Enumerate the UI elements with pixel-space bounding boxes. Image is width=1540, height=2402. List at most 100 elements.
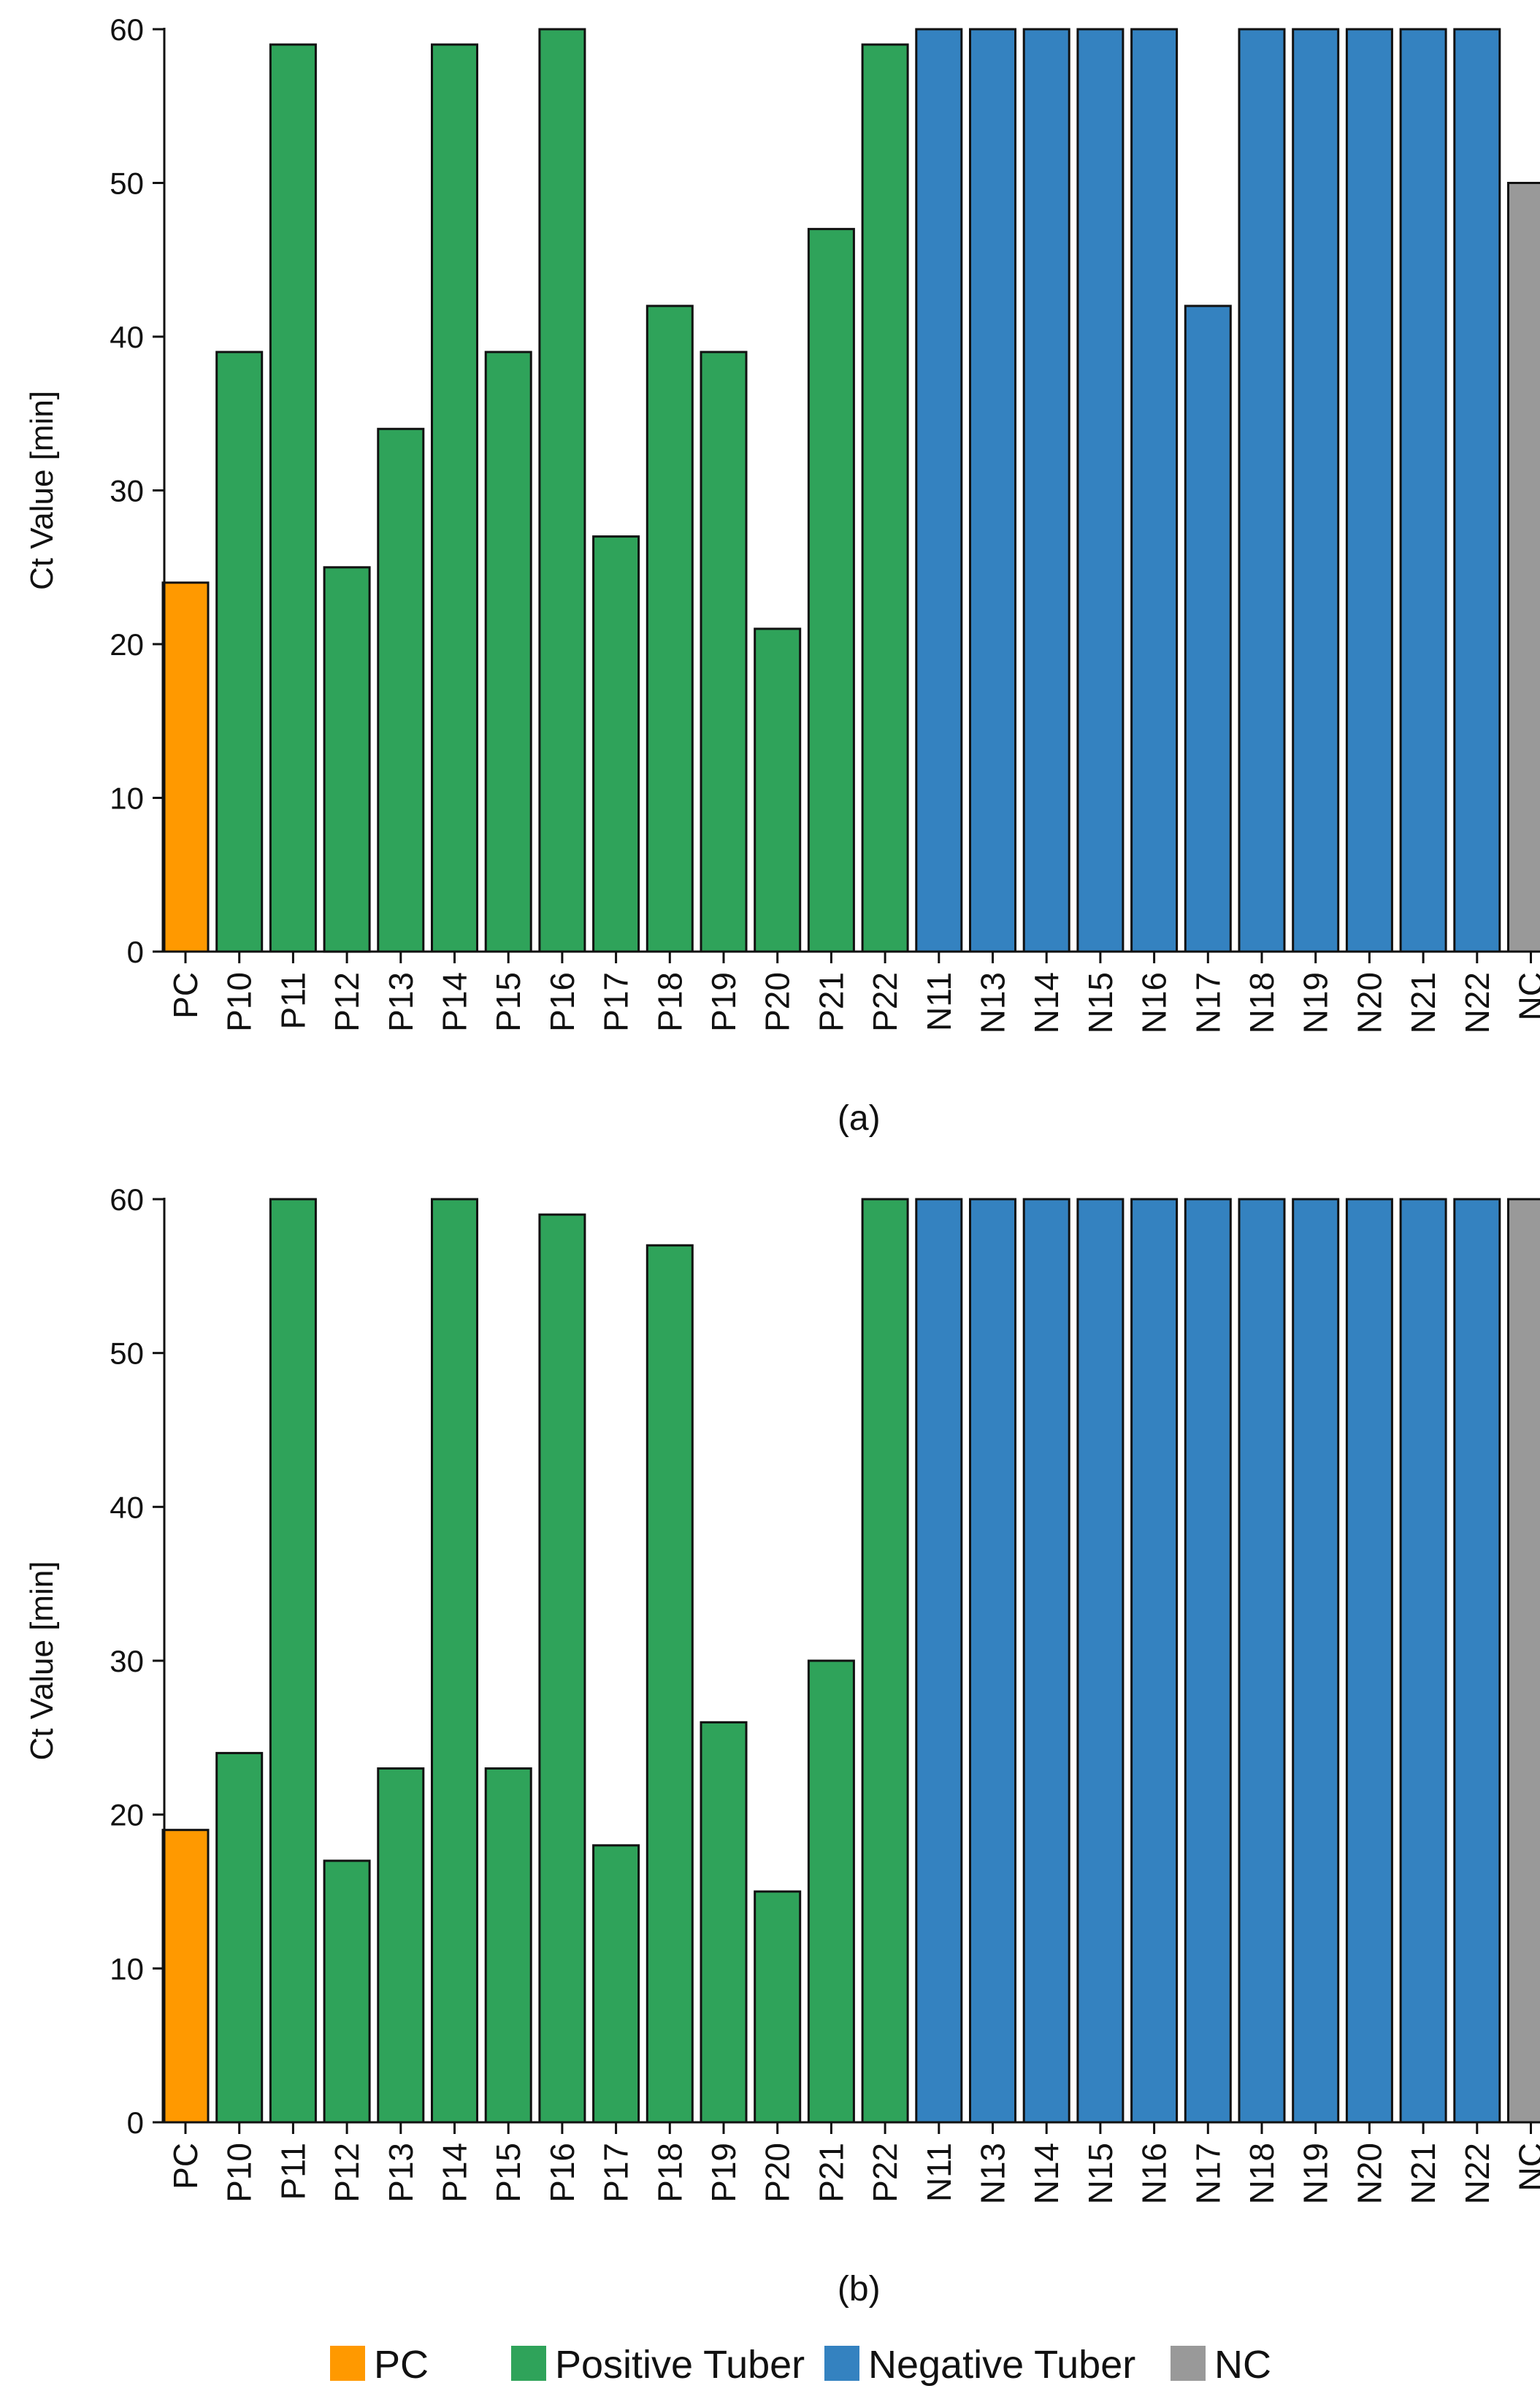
panel-b-bar-p11 [269,1198,317,2124]
panel-b-bar-n20 [1345,1198,1393,2124]
panel-a-bar-n18 [1238,28,1286,953]
panel-b-bar-p15 [484,1767,532,2124]
panel-a-x-tick-label-p19: P19 [705,972,743,1032]
panel-a-x-tick-label-n17: N17 [1189,972,1227,1033]
panel-b-bar-n19 [1292,1198,1340,2124]
panel-b-bar-n17 [1184,1198,1232,2124]
panel-b-bar-n16 [1130,1198,1179,2124]
panel-a-x-tick-label-p16: P16 [543,972,581,1032]
legend-label-nc: NC [1214,2343,1271,2387]
panel-a-bar-pc [161,581,210,953]
panel-a-x-tick-label-n15: N15 [1081,972,1119,1033]
legend-label-pc: PC [374,2343,429,2387]
panel-a-x-tick-label-p14: P14 [436,972,474,1032]
legend-label-negative-tuber: Negative Tuber [868,2343,1135,2387]
panel-a-bar-p15 [484,351,532,953]
panel-b-y-tick-label: 40 [110,1490,144,1524]
panel-b-x-tick-label-n14: N14 [1027,2143,1065,2204]
panel-a-bar-p14 [431,43,478,953]
panel-a-y-axis-label: Ct Value [min] [24,391,60,590]
panel-b-bar-nc [1507,1198,1540,2124]
panel-b-y-tick-label: 60 [110,1182,144,1217]
panel-a-bar-p18 [646,305,694,953]
panel-b-x-tick-label-p10: P10 [221,2143,258,2203]
panel-b-x-tick-label-n19: N19 [1297,2143,1335,2204]
panel-a-y-tick-label: 50 [110,167,144,201]
panel-a-x-tick-label-n16: N16 [1135,972,1173,1033]
panel-a-bar-p12 [323,566,371,953]
panel-a-bar-n13 [969,28,1016,953]
legend-swatch-pc [330,2346,365,2381]
panel-a-x-tick-label-p21: P21 [812,972,850,1032]
panel-a-bar-p20 [754,627,802,953]
panel-b-caption: (b) [838,2270,881,2309]
panel-b-y-tick-label: 10 [110,1951,144,1986]
panel-a-x-tick-label-n14: N14 [1027,972,1065,1033]
panel-a-y-tick-label: 40 [110,320,144,354]
chart-panel-b: 0 10 20 30 40 50 60 PC P10 P11 P12 P13 P14 P15 P16 P17 P… [24,1182,1540,2309]
panel-a-y-tick-label: 20 [110,627,144,662]
panel-b-bar-p10 [215,1751,264,2124]
panel-b-bar-p22 [861,1198,909,2124]
panel-a-y-tick-label: 60 [110,12,144,47]
panel-b-x-tick-label-n18: N18 [1243,2143,1281,2204]
panel-b-bar-n14 [1022,1198,1070,2124]
panel-a-bar-p17 [592,535,640,953]
panel-a-y-tick-label: 30 [110,474,144,508]
panel-a-x-tick-label-p18: P18 [651,972,689,1032]
panel-a-x-tick-label-p17: P17 [597,972,635,1032]
panel-b-x-tick-label-p19: P19 [705,2143,743,2203]
panel-b-bar-p16 [538,1213,586,2124]
legend-swatch-positive-tuber [511,2346,546,2381]
panel-b-bar-n13 [969,1198,1016,2124]
panel-a-bar-n19 [1292,28,1340,953]
panel-b-x-tick-label-p11: P11 [274,2143,312,2200]
panel-a-bar-p13 [377,427,425,953]
panel-b-x-tick-label-p20: P20 [759,2143,797,2203]
panel-b-x-tick-label-p12: P12 [328,2143,366,2203]
panel-b-bar-p12 [323,1859,371,2124]
panel-b-bar-n21 [1399,1198,1447,2124]
panel-a-x-tick-label-n18: N18 [1243,972,1281,1033]
panel-a-bar-n11 [915,28,963,953]
panel-a-x-tick-label-p11: P11 [274,972,312,1029]
legend-label-positive-tuber: Positive Tuber [555,2343,805,2387]
panel-a-x-tick-label-n11: N11 [920,972,958,1031]
panel-a-x-tick-label-p15: P15 [489,972,527,1032]
panel-b-x-tick-label-p18: P18 [651,2143,689,2203]
panel-b-x-tick-label-n15: N15 [1081,2143,1119,2204]
panel-b-x-tick-label-p13: P13 [382,2143,420,2203]
panel-b-bar-n11 [915,1198,963,2124]
panel-a-bar-n16 [1130,28,1179,953]
legend: PC Positive Tuber Negative Tuber NC [330,2343,1271,2387]
panel-b-x-tick-label-n20: N20 [1350,2143,1388,2204]
panel-b-x-tick-label-n11: N11 [920,2143,958,2202]
panel-b-bar-n22 [1453,1198,1501,2124]
panel-a-x-tick-label-n13: N13 [974,972,1012,1033]
panel-a-x-tick-label-pc: PC [166,972,204,1019]
panel-b-x-tick-label-n21: N21 [1404,2143,1442,2204]
chart-panel-a: 0 10 20 30 40 50 60 PC P10 P11 P12 P13 P14 P15 P16 P17 P… [24,12,1540,1138]
panel-b-bar-p19 [700,1721,748,2124]
panel-b-bar-p17 [592,1844,640,2124]
panel-b-y-tick-label: 20 [110,1798,144,1832]
panel-a-bar-n14 [1022,28,1070,953]
panel-a-bar-p16 [538,28,586,953]
panel-b-y-tick-label: 30 [110,1644,144,1678]
panel-a-bar-n22 [1453,28,1501,953]
panel-a-x-tick-label-p13: P13 [382,972,420,1032]
panel-b-y-tick-label: 0 [127,2105,144,2140]
panel-b-x-tick-label-p14: P14 [436,2143,474,2203]
panel-a-x-tick-label-p22: P22 [866,972,904,1032]
panel-b-bar-p14 [431,1198,478,2124]
panel-b-bar-n18 [1238,1198,1286,2124]
panel-a-bar-p11 [269,43,317,953]
panel-a-bar-p19 [700,351,748,953]
panel-b-x-tick-label-p16: P16 [543,2143,581,2203]
panel-a-bar-nc [1507,182,1540,953]
legend-swatch-negative-tuber [824,2346,859,2381]
panel-b-x-tick-label-pc: PC [166,2143,204,2189]
panel-a-y-tick-label: 0 [127,935,144,969]
panel-b-x-tick-label-n17: N17 [1189,2143,1227,2204]
